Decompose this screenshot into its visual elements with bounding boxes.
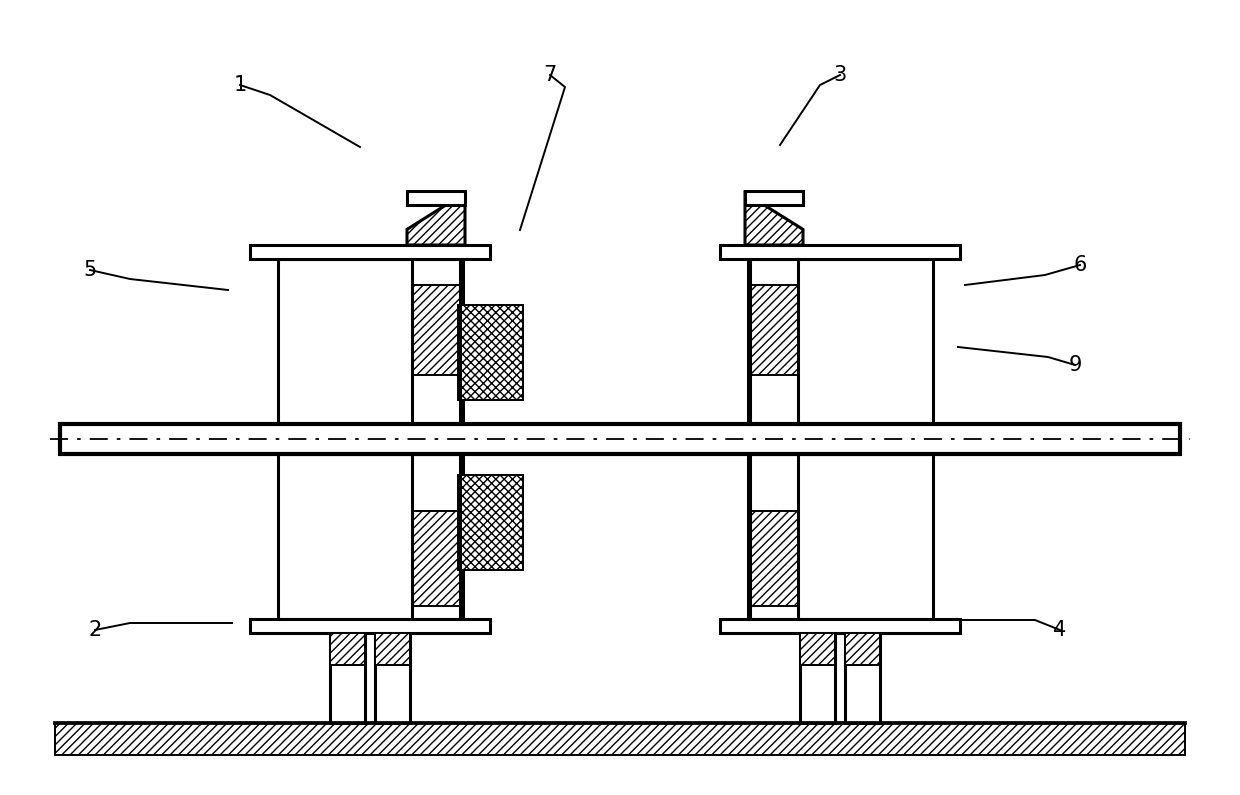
Bar — [800, 633, 835, 723]
Text: 4: 4 — [1053, 620, 1066, 640]
Bar — [278, 259, 463, 424]
Text: 7: 7 — [543, 65, 557, 85]
Text: 2: 2 — [88, 620, 102, 640]
Polygon shape — [407, 193, 465, 245]
Bar — [750, 285, 799, 375]
Bar — [748, 259, 932, 424]
Polygon shape — [374, 633, 410, 665]
Bar — [55, 723, 1185, 755]
Text: 3: 3 — [833, 65, 847, 85]
Bar — [720, 619, 960, 633]
Bar — [745, 191, 804, 205]
Bar — [412, 511, 460, 606]
Bar — [60, 424, 1180, 454]
Bar — [720, 245, 960, 259]
Bar — [412, 285, 460, 375]
Bar — [250, 245, 490, 259]
Bar — [458, 305, 523, 400]
Bar — [844, 633, 880, 723]
Bar — [374, 633, 410, 723]
Bar — [407, 191, 465, 205]
Polygon shape — [800, 633, 835, 665]
Bar — [330, 633, 365, 723]
Polygon shape — [844, 633, 880, 665]
Bar — [278, 454, 463, 619]
Text: 6: 6 — [1074, 255, 1086, 275]
Bar — [250, 619, 490, 633]
Text: 1: 1 — [233, 75, 247, 95]
Text: 9: 9 — [1069, 355, 1081, 375]
Bar — [750, 511, 799, 606]
Polygon shape — [330, 633, 365, 665]
Polygon shape — [745, 193, 804, 245]
Text: 5: 5 — [83, 260, 97, 280]
Bar — [458, 475, 523, 570]
Bar — [748, 454, 932, 619]
